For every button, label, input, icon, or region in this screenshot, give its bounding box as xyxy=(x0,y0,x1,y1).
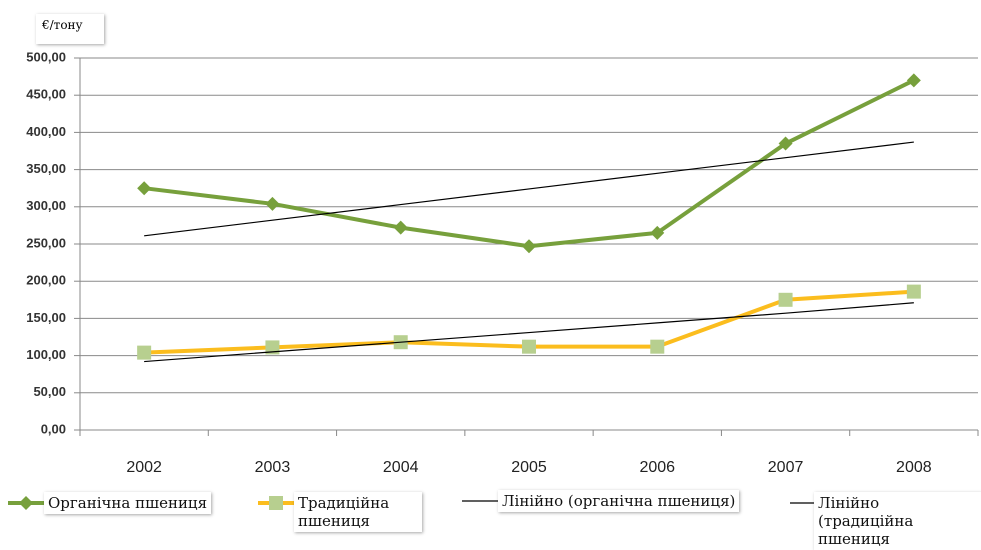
legend-swatch xyxy=(258,496,294,510)
y-tick-label: 350,00 xyxy=(26,161,66,176)
marker xyxy=(522,239,536,254)
legend-item: Традиційна пшениця xyxy=(258,492,422,532)
y-tick-label: 0,00 xyxy=(41,421,66,436)
legend-swatch xyxy=(8,496,44,510)
marker xyxy=(265,340,280,355)
legend-label: Органічна пшениця xyxy=(44,492,212,514)
marker xyxy=(393,220,408,235)
marker xyxy=(265,196,280,211)
legend-item: Лінійно (традиційна пшениця xyxy=(790,492,981,550)
marker xyxy=(906,284,921,299)
legend-marker xyxy=(269,496,283,510)
marker xyxy=(650,225,665,240)
legend-swatch xyxy=(462,500,498,502)
marker xyxy=(778,136,793,151)
x-tick-label: 2008 xyxy=(896,459,932,476)
y-tick-label: 500,00 xyxy=(26,49,66,64)
legend-label: Лінійно (традиційна пшениця xyxy=(814,492,981,550)
legend-label: Традиційна пшениця xyxy=(294,492,422,532)
marker xyxy=(906,73,921,88)
legend-swatch xyxy=(790,502,815,504)
y-tick-label: 200,00 xyxy=(26,273,66,288)
trend-line xyxy=(144,302,914,363)
x-tick-label: 2005 xyxy=(511,459,547,476)
marker xyxy=(137,181,152,196)
legend-marker xyxy=(19,496,33,510)
legend-item: Лінійно (органічна пшениця) xyxy=(462,490,740,512)
marker xyxy=(522,339,536,354)
legend-item: Органічна пшениця xyxy=(8,492,212,514)
x-tick-label: 2004 xyxy=(383,459,419,476)
x-tick-label: 2007 xyxy=(768,459,804,476)
marker xyxy=(650,339,665,354)
x-tick-label: 2006 xyxy=(639,459,675,476)
y-tick-label: 300,00 xyxy=(26,198,66,213)
x-tick-label: 2003 xyxy=(255,459,291,476)
y-tick-label: 100,00 xyxy=(26,347,66,362)
y-tick-label: 50,00 xyxy=(33,384,66,399)
legend-label: Лінійно (органічна пшениця) xyxy=(498,490,740,512)
y-tick-label: 450,00 xyxy=(26,87,66,102)
y-tick-label: 400,00 xyxy=(26,124,66,139)
y-tick-label: 150,00 xyxy=(26,310,66,325)
y-tick-label: 250,00 xyxy=(26,235,66,250)
marker xyxy=(778,292,793,307)
trend-line xyxy=(144,141,914,237)
x-tick-label: 2002 xyxy=(126,459,162,476)
marker xyxy=(137,345,152,360)
y-axis-label: €/тону xyxy=(36,14,104,44)
